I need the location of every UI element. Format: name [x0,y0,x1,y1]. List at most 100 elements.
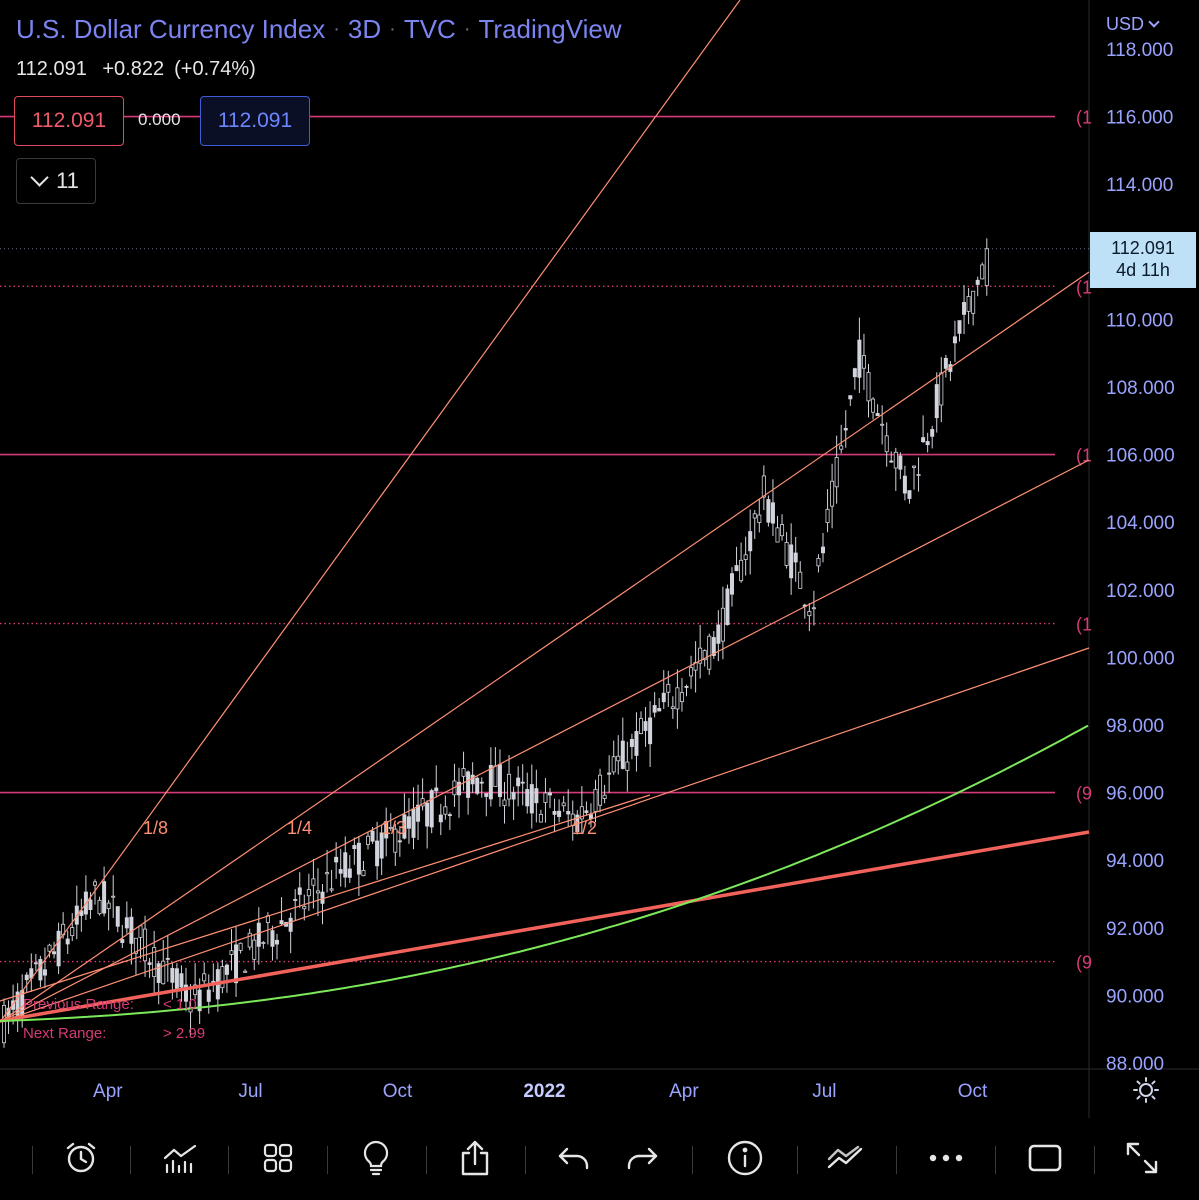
x-tick-label: Apr [93,1081,123,1102]
candle-body [916,474,921,476]
y-tick-label: 98.000 [1106,716,1164,737]
more-icon[interactable] [926,1138,966,1178]
fan-line [0,647,1090,1023]
x-tick-label: Jul [238,1081,262,1102]
candle-body [543,792,548,803]
candle [270,925,275,961]
candle-body [302,905,307,910]
candle [761,465,766,511]
settings-icon[interactable] [1132,1076,1160,1109]
candle [152,930,157,994]
candle-body [516,777,521,787]
fan-label: 1/4 [287,818,312,838]
candle [147,957,152,978]
candle [329,869,334,893]
candle [939,356,944,423]
candle [689,655,694,689]
candle [202,962,207,986]
candle [934,372,939,433]
candle [243,969,248,973]
candle-body [397,840,402,843]
drawing-tools-icon[interactable] [826,1138,866,1178]
candle [520,764,525,806]
symbol-title[interactable]: U.S. Dollar Currency Index · 3D · TVC · Tradin… [16,14,622,44]
fullscreen-icon[interactable] [1122,1138,1162,1178]
parabolic-curve [0,724,1089,1022]
candle [821,533,826,563]
candle [861,333,866,390]
candle-body [402,814,407,839]
alarm-icon[interactable] [61,1138,101,1178]
candle-body [147,962,152,965]
candle [602,784,607,804]
candle [984,238,989,296]
candle [980,262,985,280]
candle-body [443,806,448,815]
templates-icon[interactable] [258,1138,298,1178]
last-price-badge: 112.091 4d 11h [1090,232,1196,288]
candle [293,889,298,921]
candle [83,875,88,920]
candle-body [966,296,971,312]
redo-icon[interactable] [622,1138,662,1178]
interval-label[interactable]: 3D [347,14,382,44]
candle-body [293,899,298,901]
candle [256,907,261,965]
candle-body [466,771,471,798]
candle [65,930,70,954]
candle-body [193,984,198,996]
candle [188,984,193,1036]
sell-button[interactable]: 112.091 [14,96,124,146]
candle [393,823,398,866]
rectangle-icon[interactable] [1025,1138,1065,1178]
candle [752,509,757,540]
candle [488,747,493,807]
candle [616,735,621,775]
info-icon[interactable] [725,1138,765,1178]
candle-body [761,475,766,498]
level-label: (9 [1076,784,1092,804]
candle-body [456,781,461,796]
ideas-icon[interactable] [356,1138,396,1178]
candle-body [520,781,525,784]
currency-selector[interactable]: USD [1106,14,1160,35]
candle [161,940,166,985]
candle-body [725,588,730,626]
candle-body [24,974,29,981]
candle [643,707,648,747]
candle [170,962,175,1000]
candle-body [188,1006,193,1013]
candle-body [620,740,625,769]
candle-body [661,692,666,703]
candle [74,885,79,940]
quote-row: 112.091 +0.822 (+0.74%) [16,58,266,81]
candle-body [743,554,748,560]
candle-body [784,542,789,566]
candle-body [361,869,366,877]
candle [315,868,320,916]
share-icon[interactable] [455,1138,495,1178]
candle [402,793,407,840]
candle-body [220,966,225,989]
candle-body [143,928,148,962]
indicators-toggle-button[interactable]: 11 [16,158,96,204]
indicators-icon[interactable] [160,1138,200,1178]
candle-body [511,792,516,800]
candle-body [479,781,484,784]
candle-body [438,814,443,823]
candle [224,963,229,993]
candle-body [711,637,716,656]
candle-body [616,755,621,762]
candle-body [97,899,102,915]
candle-body [889,460,894,463]
undo-icon[interactable] [554,1138,594,1178]
candle [52,941,57,959]
candle-body [256,922,261,947]
candle [443,795,448,820]
buy-button[interactable]: 112.091 [200,96,310,146]
candle-body [880,423,885,426]
y-tick-label: 102.000 [1106,581,1175,602]
candle [343,836,348,888]
candle-body [857,339,862,378]
